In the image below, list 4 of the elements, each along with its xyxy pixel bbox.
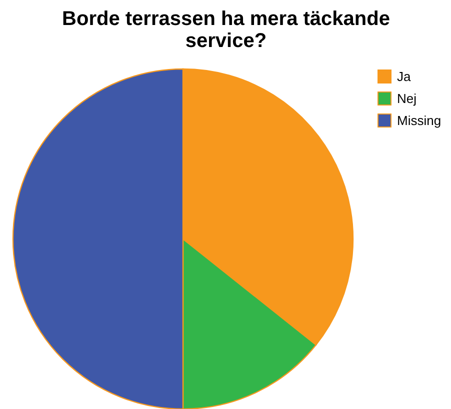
legend-label: Nej: [397, 91, 417, 106]
legend-label: Ja: [397, 69, 412, 84]
chart-title: Borde terrassen ha mera täckande service?: [62, 8, 390, 52]
legend-label: Missing: [397, 113, 442, 128]
